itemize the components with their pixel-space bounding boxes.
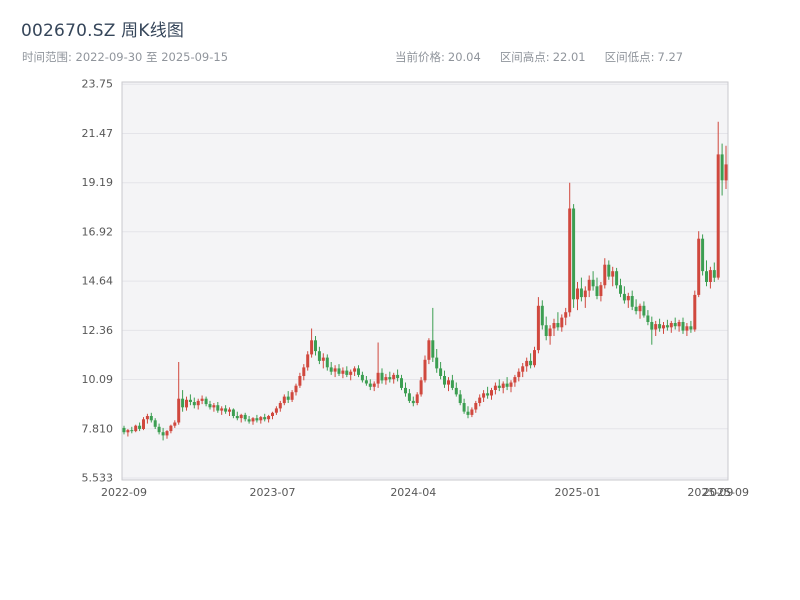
grid-lines	[122, 83, 728, 479]
svg-text:14.64: 14.64	[82, 275, 114, 288]
price-stats: 当前价格: 20.04 区间高点: 22.01 区间低点: 7.27	[395, 49, 686, 65]
time-range-label: 时间范围:	[22, 50, 72, 64]
x-axis-labels: 2022-09 2023-07 2024-04 2025-01 2025-092025-…	[101, 486, 749, 499]
time-range-to: 至	[146, 50, 158, 64]
svg-text:12.36: 12.36	[82, 324, 114, 337]
stat-range-high-label: 区间高点:	[499, 50, 550, 64]
page-title: 002670.SZ 周K线图	[21, 21, 185, 41]
svg-text:7.810: 7.810	[82, 422, 114, 435]
stat-range-low-value: 7.27	[657, 50, 684, 64]
time-range-start: 2022-09-30	[75, 50, 143, 64]
stat-current-price: 当前价格: 20.04	[395, 49, 484, 65]
svg-text:2022-09: 2022-09	[101, 486, 147, 499]
svg-text:10.09: 10.09	[82, 373, 114, 386]
svg-text:2024-04: 2024-04	[390, 486, 436, 499]
svg-text:23.75: 23.75	[82, 78, 114, 91]
candles	[122, 121, 728, 441]
stat-range-low-label: 区间低点:	[604, 50, 655, 64]
plot-border	[121, 81, 729, 481]
stat-current-price-value: 20.04	[447, 50, 481, 64]
svg-text:2025-09: 2025-09	[703, 486, 749, 499]
svg-text:2025-01: 2025-01	[555, 486, 601, 499]
time-range: 时间范围: 2022-09-30 至 2025-09-15	[22, 49, 228, 65]
stat-range-low: 区间低点: 7.27	[605, 49, 686, 65]
svg-text:16.92: 16.92	[82, 225, 114, 238]
stat-current-price-label: 当前价格:	[395, 50, 445, 64]
stat-range-high: 区间高点: 22.01	[500, 49, 589, 65]
svg-text:2023-07: 2023-07	[250, 486, 296, 499]
svg-text:2025-09: 2025-09	[687, 486, 733, 499]
time-range-end: 2025-09-15	[161, 50, 229, 64]
svg-text:19.19: 19.19	[82, 176, 114, 189]
svg-text:21.47: 21.47	[82, 127, 114, 140]
stat-range-high-value: 22.01	[552, 50, 586, 64]
y-axis-labels: 5.533 7.810 10.09 12.36 14.64 16.92 19.19 21.47…	[82, 78, 114, 485]
svg-text:5.533: 5.533	[82, 472, 114, 485]
